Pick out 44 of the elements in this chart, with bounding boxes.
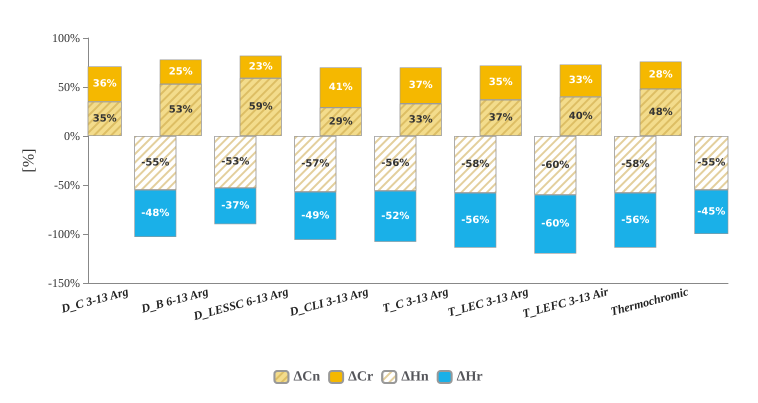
data-label: 29% bbox=[328, 116, 353, 128]
legend-label: ΔHn bbox=[401, 370, 429, 384]
data-label: 33% bbox=[408, 114, 433, 126]
data-label: 28% bbox=[648, 70, 673, 81]
data-label: -60% bbox=[541, 160, 570, 171]
data-label: 53% bbox=[168, 104, 193, 116]
y-tick-label: -100% bbox=[48, 227, 80, 241]
legend-label: ΔHr bbox=[456, 370, 483, 384]
data-label: -56% bbox=[461, 214, 490, 226]
y-tick-label: -50% bbox=[54, 178, 80, 192]
data-label: 23% bbox=[248, 61, 273, 72]
data-label: -52% bbox=[381, 210, 410, 222]
data-label: 59% bbox=[248, 102, 273, 113]
x-tick-label: D_CLI 3-13 Arg bbox=[287, 284, 370, 319]
data-label: 37% bbox=[408, 80, 433, 92]
legend-label: ΔCn bbox=[293, 370, 320, 384]
data-label: -48% bbox=[141, 208, 170, 219]
data-label: -56% bbox=[381, 158, 410, 169]
data-label: -37% bbox=[221, 200, 250, 212]
data-label: 35% bbox=[488, 77, 513, 88]
data-label: -53% bbox=[221, 156, 250, 168]
data-label: -55% bbox=[141, 157, 170, 168]
data-label: 35% bbox=[92, 113, 117, 124]
y-tick-label: 0% bbox=[64, 129, 80, 143]
data-label: -56% bbox=[621, 214, 650, 226]
data-label: 40% bbox=[568, 110, 593, 122]
data-label: -55% bbox=[697, 157, 726, 168]
data-label: -58% bbox=[461, 158, 490, 170]
data-label: -58% bbox=[621, 158, 650, 170]
data-label: 36% bbox=[92, 78, 117, 90]
data-label: -49% bbox=[301, 210, 330, 222]
data-label: -60% bbox=[541, 218, 570, 230]
y-tick-label: 50% bbox=[58, 80, 80, 94]
y-tick-label: -150% bbox=[48, 276, 80, 290]
y-axis-title: [%] bbox=[20, 148, 38, 172]
data-label: 37% bbox=[488, 112, 513, 124]
data-label: 33% bbox=[568, 75, 593, 86]
y-tick-label: 100% bbox=[52, 31, 80, 45]
data-label: -45% bbox=[697, 206, 726, 218]
data-label: 41% bbox=[328, 82, 353, 93]
data-label: 48% bbox=[648, 106, 673, 118]
legend-label: ΔCr bbox=[348, 370, 374, 384]
data-label: -57% bbox=[301, 158, 330, 170]
data-label: 25% bbox=[168, 66, 193, 78]
